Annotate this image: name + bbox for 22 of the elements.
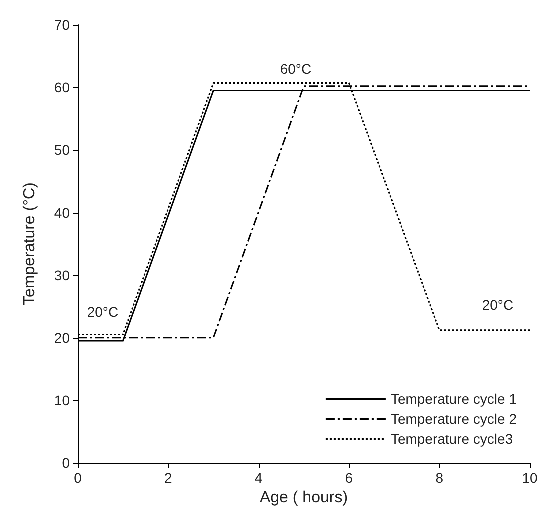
- y-tick-label: 20: [54, 330, 70, 346]
- x-axis-title: Age ( hours): [260, 490, 348, 506]
- x-tick-label: 4: [254, 470, 263, 486]
- x-tick-label: 2: [164, 470, 172, 486]
- legend-label: Temperature cycle3: [390, 431, 514, 447]
- y-tick-label: 70: [54, 17, 70, 33]
- annotation: 60°C: [280, 61, 312, 77]
- x-tick-label: 8: [436, 470, 444, 486]
- y-axis-title: Temperature (°C): [22, 182, 38, 306]
- annotation: 20°C: [87, 304, 119, 320]
- x-tick-label: 10: [522, 470, 538, 486]
- y-tick-label: 50: [54, 142, 70, 158]
- y-tick-label: 60: [54, 80, 70, 96]
- y-tick-label: 30: [54, 267, 70, 284]
- x-tick-label: 6: [345, 470, 354, 486]
- x-tick-label: 0: [74, 470, 82, 486]
- legend-label: Temperature cycle 2: [390, 411, 518, 427]
- annotation: 20°C: [482, 297, 514, 313]
- y-tick-label: 40: [54, 204, 70, 221]
- legend-label: Temperature cycle 1: [390, 391, 518, 407]
- y-tick-label: 10: [54, 392, 70, 409]
- y-tick-label: 0: [62, 455, 70, 472]
